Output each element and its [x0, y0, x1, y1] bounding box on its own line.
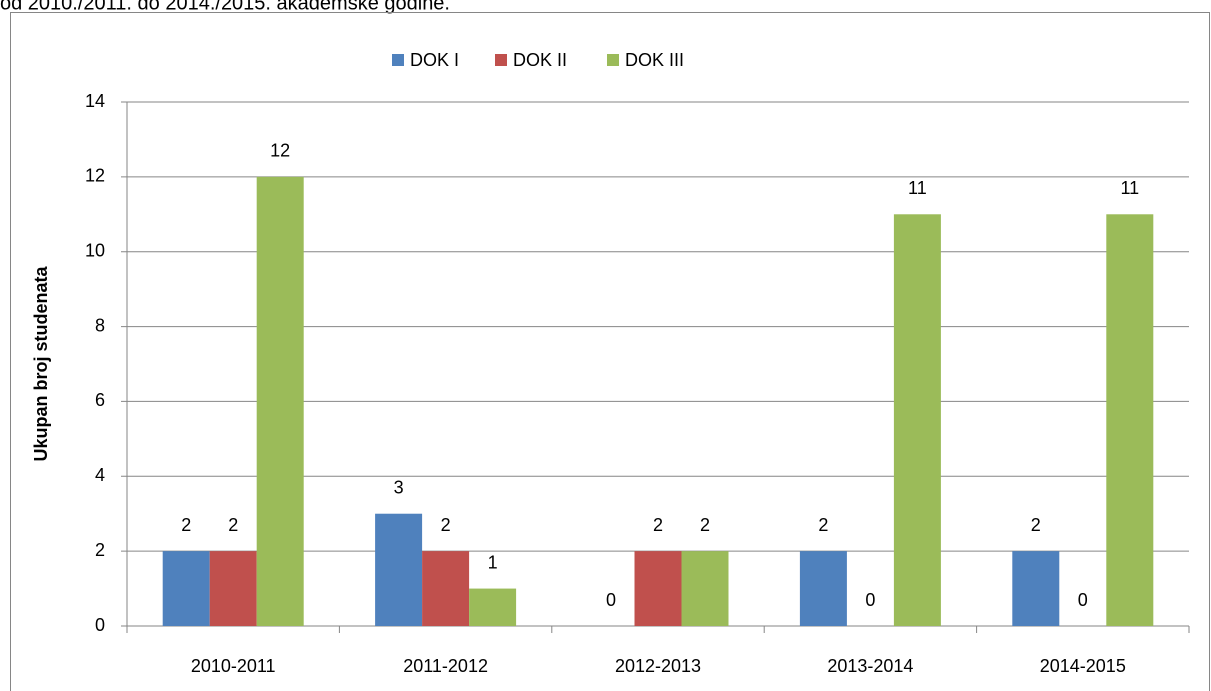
data-label: 2 — [181, 515, 191, 535]
y-axis-title: Ukupan broj studenata — [31, 266, 51, 462]
data-label: 2 — [653, 515, 663, 535]
data-label: 3 — [394, 477, 404, 497]
x-tick-label: 2010-2011 — [191, 656, 276, 676]
data-label: 0 — [1078, 590, 1088, 610]
data-label: 0 — [865, 590, 875, 610]
y-tick-label: 2 — [95, 540, 105, 560]
data-label: 2 — [700, 515, 710, 535]
legend-label: DOK I — [410, 50, 459, 70]
legend-label: DOK II — [513, 50, 567, 70]
bar — [1106, 214, 1154, 627]
x-tick-label: 2013-2014 — [827, 656, 913, 676]
data-label: 11 — [908, 178, 927, 198]
legend-swatch — [392, 54, 404, 66]
bar — [1012, 551, 1060, 626]
data-label: 2 — [818, 515, 828, 535]
y-tick-label: 4 — [95, 465, 105, 485]
data-label: 0 — [606, 590, 616, 610]
data-label: 11 — [1120, 178, 1139, 198]
bar — [469, 588, 517, 626]
bar — [209, 551, 257, 626]
y-tick-label: 6 — [95, 390, 105, 410]
data-label: 2 — [1031, 515, 1041, 535]
data-label: 2 — [441, 515, 451, 535]
legend-swatch — [607, 54, 619, 66]
bar — [893, 214, 941, 627]
y-tick-label: 12 — [85, 166, 105, 186]
x-tick-label: 2011-2012 — [403, 656, 488, 676]
x-tick-label: 2012-2013 — [615, 656, 701, 676]
chart-border — [10, 12, 1210, 691]
bar — [422, 551, 470, 626]
data-label: 12 — [270, 141, 290, 161]
y-tick-label: 8 — [95, 315, 105, 335]
bar — [256, 176, 304, 626]
data-label: 2 — [228, 515, 238, 535]
legend-swatch — [495, 54, 507, 66]
legend-label: DOK III — [625, 50, 684, 70]
y-tick-label: 0 — [95, 615, 105, 635]
bar — [634, 551, 682, 626]
y-tick-label: 14 — [85, 91, 105, 111]
y-tick-label: 10 — [85, 240, 105, 260]
x-tick-label: 2014-2015 — [1040, 656, 1126, 676]
bar — [799, 551, 847, 626]
caption: od 2010./2011. do 2014./2015. akademske … — [0, 0, 450, 14]
data-label: 1 — [488, 552, 498, 572]
bar — [375, 513, 423, 626]
bar — [162, 551, 210, 626]
bar — [681, 551, 729, 626]
